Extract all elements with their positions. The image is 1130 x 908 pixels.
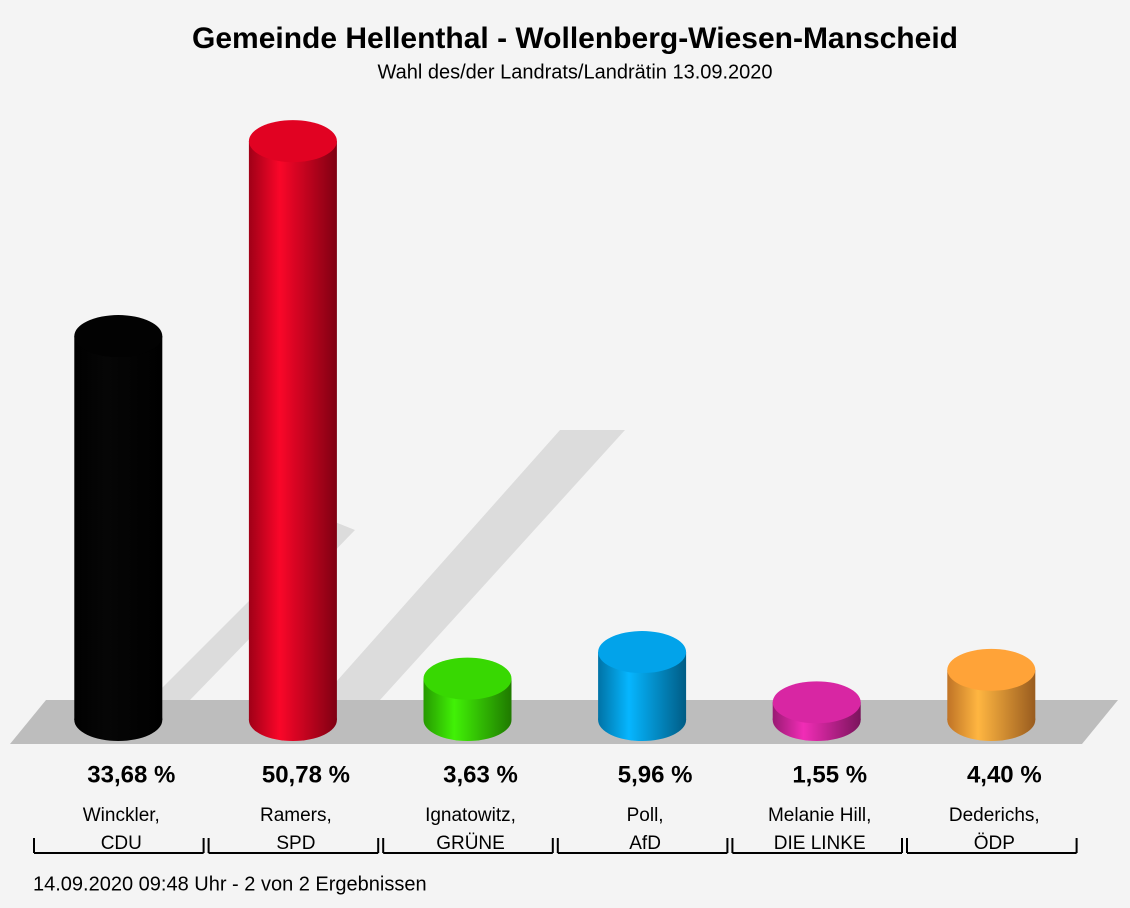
cylinder-top — [423, 657, 512, 700]
bar — [248, 141, 337, 720]
value-label: 4,40 % — [967, 761, 1042, 788]
value-label: 1,55 % — [792, 761, 867, 788]
x-tick-label: Ignatowitz, — [425, 805, 516, 826]
chart-title: Gemeinde Hellenthal - Wollenberg-Wiesen-… — [192, 22, 958, 55]
cylinder-top — [74, 315, 163, 358]
value-label: 33,68 % — [87, 761, 175, 788]
shadow — [320, 430, 625, 700]
chart-subtitle: Wahl des/der Landrats/Landrätin 13.09.20… — [377, 61, 772, 83]
footer: 14.09.2020 09:48 Uhr - 2 von 2 Ergebniss… — [33, 873, 427, 895]
cylinder-top — [947, 648, 1036, 691]
bar — [74, 336, 163, 720]
x-tick-label: Ramers, — [260, 805, 332, 826]
x-tick-label: SPD — [276, 833, 315, 854]
x-tick-label: Winckler, — [83, 805, 160, 826]
x-tick-label: Poll, — [627, 805, 664, 826]
category-brackets — [33, 838, 1078, 854]
x-tick-label: AfD — [629, 833, 661, 854]
x-tick-label: Melanie Hill, — [768, 805, 871, 826]
value-label: 50,78 % — [262, 761, 350, 788]
x-tick-label: DIE LINKE — [774, 833, 866, 854]
value-label: 5,96 % — [618, 761, 693, 788]
cylinder-top — [598, 631, 687, 674]
x-tick-label: GRÜNE — [436, 833, 505, 854]
x-tick-label: Dederichs, — [949, 805, 1040, 826]
x-tick-label: CDU — [101, 833, 142, 854]
cylinder-top — [772, 681, 861, 724]
cylinder-top — [248, 120, 337, 163]
x-tick-label: ÖDP — [974, 833, 1015, 854]
value-label: 3,63 % — [443, 761, 518, 788]
